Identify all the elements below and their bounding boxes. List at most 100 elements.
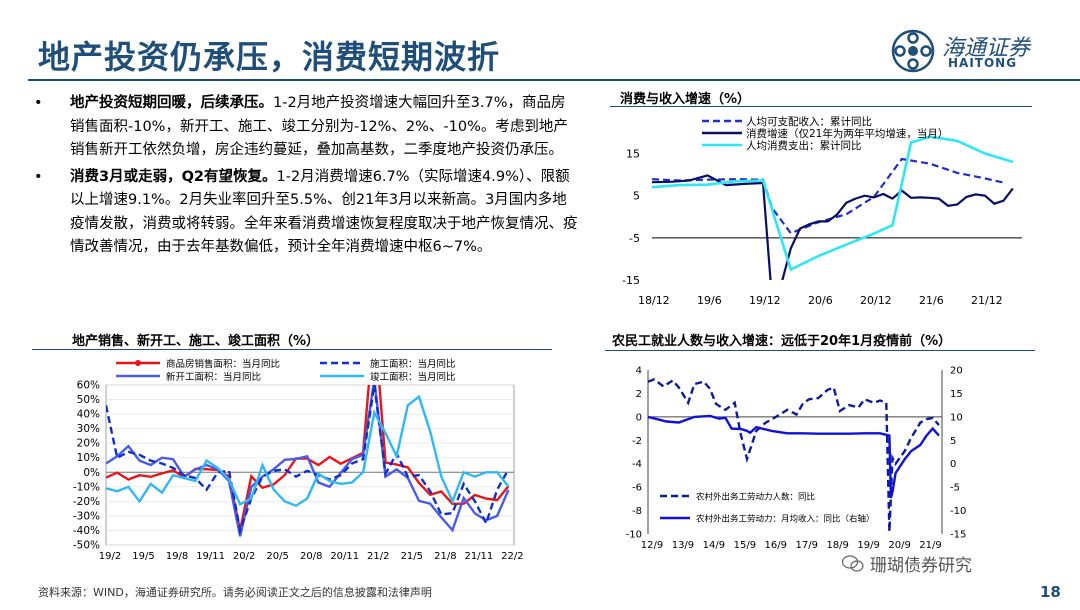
consumption-chart: 15 5 -5 -15 18/12 19/6 19/12 20/6 20/12 21/6 21/12… bbox=[622, 115, 1022, 307]
x-tick-label: 20/2 bbox=[233, 551, 255, 562]
legend-marker bbox=[135, 360, 141, 366]
x-tick-label: 18/12 bbox=[638, 294, 670, 307]
x-tick-label: 22/2 bbox=[501, 551, 523, 562]
bullet-dot-icon: • bbox=[34, 168, 43, 185]
x-tick-label: 20/5 bbox=[266, 551, 288, 562]
series-line bbox=[106, 385, 510, 536]
y-tick-label: 40% bbox=[77, 409, 100, 421]
x-tick-label: 21/5 bbox=[401, 551, 423, 562]
y-left-tick-label: -6 bbox=[632, 483, 642, 494]
x-tick-label: 19/2 bbox=[99, 551, 121, 562]
y-left-tick-label: -10 bbox=[626, 530, 642, 541]
y-tick-label: -30% bbox=[73, 510, 100, 522]
y-right-tick-label: 5 bbox=[950, 436, 956, 447]
legend-label: 农村外出务工劳动力：月均收入：同比（右轴） bbox=[696, 514, 875, 525]
x-tick-label: 21/8 bbox=[434, 551, 456, 562]
watermark: 珊瑚债券研究 bbox=[842, 551, 972, 576]
chart-title-property: 地产销售、新开工、施工、竣工面积（%） bbox=[72, 334, 320, 349]
legend-label: 新开工面积：当月同比 bbox=[166, 371, 261, 383]
x-tick-label: 19/5 bbox=[132, 551, 154, 562]
x-tick-label: 20/8 bbox=[300, 551, 322, 562]
y-right-tick-label: 0 bbox=[950, 459, 956, 470]
bullet-dot-icon: • bbox=[34, 95, 43, 111]
y-right-tick-label: -15 bbox=[950, 530, 966, 541]
x-tick-label: 19/12 bbox=[749, 294, 781, 307]
y-tick-label: 10% bbox=[77, 452, 100, 464]
chart-title-migrant: 农民工就业人数与收入增速：远低于20年1月疫情前（%） bbox=[612, 334, 952, 349]
x-tick-label: 21/6 bbox=[919, 294, 944, 307]
legend-label: 商品房销售面积：当月同比 bbox=[166, 358, 280, 370]
x-tick-label: 14/9 bbox=[703, 540, 725, 551]
y-tick-label: 30% bbox=[77, 423, 100, 435]
series-line bbox=[106, 385, 510, 537]
y-left-tick-label: 4 bbox=[636, 366, 642, 377]
y-tick-label: 15 bbox=[626, 148, 640, 161]
page-title: 地产投资仍承压，消费短期波折 bbox=[38, 38, 501, 76]
y-left-tick-label: -2 bbox=[632, 436, 642, 447]
y-tick-label: 20% bbox=[77, 438, 100, 450]
haitong-logo-icon bbox=[891, 29, 935, 73]
x-tick-label: 21/12 bbox=[971, 294, 1003, 307]
x-tick-label: 19/9 bbox=[857, 540, 879, 551]
y-right-tick-label: -5 bbox=[950, 483, 960, 494]
y-left-tick-label: -4 bbox=[632, 459, 642, 470]
y-left-tick-label: 0 bbox=[636, 412, 642, 423]
x-tick-label: 21/2 bbox=[367, 551, 389, 562]
y-tick-label: -10% bbox=[73, 481, 100, 493]
x-tick-label: 19/6 bbox=[697, 294, 722, 307]
x-tick-label: 19/11 bbox=[196, 551, 225, 562]
bullet-item: • 消费3月或走弱，Q2有望恢复。1-2月消费增速6.7%（实际增速4.9%）、… bbox=[30, 166, 580, 260]
x-tick-label: 12/9 bbox=[641, 540, 663, 551]
chart-divider bbox=[610, 106, 1032, 107]
bullet-body: 1-2月地产投资增速大幅回升至3.7%，商品房销售面积-10%，新开工、施工、竣… bbox=[70, 95, 568, 158]
bullet-body: 1-2月消费增速6.7%（实际增速4.9%）、限额以上增速9.1%。2月失业率回… bbox=[70, 168, 578, 256]
x-tick-label: 17/9 bbox=[796, 540, 818, 551]
y-right-tick-label: 15 bbox=[950, 389, 963, 400]
y-left-tick-label: 2 bbox=[636, 389, 642, 400]
series-line bbox=[647, 414, 940, 499]
title-divider bbox=[28, 79, 1080, 81]
footer-source: 资料来源：WIND，海通证券研究所。请务必阅读正文之后的信息披露和法律声明 bbox=[38, 586, 432, 599]
x-tick-label: 18/9 bbox=[826, 540, 848, 551]
y-tick-label: -20% bbox=[73, 496, 100, 508]
legend-label: 消费增速（仅21年为两年平均增速，当月） bbox=[746, 127, 948, 140]
x-tick-label: 16/9 bbox=[765, 540, 787, 551]
chart-divider bbox=[605, 350, 1035, 351]
x-tick-label: 21/9 bbox=[919, 540, 941, 551]
x-tick-label: 20/12 bbox=[860, 294, 892, 307]
y-tick-label: -40% bbox=[73, 525, 100, 537]
x-tick-label: 13/9 bbox=[672, 540, 694, 551]
logo: 海通证券 HAITONG bbox=[890, 28, 1060, 74]
chart-title-consumption: 消费与收入增速（%） bbox=[620, 92, 751, 107]
y-tick-label: -15 bbox=[622, 274, 640, 287]
y-right-tick-label: 10 bbox=[950, 412, 963, 423]
logo-cn: 海通证券 bbox=[942, 36, 1031, 61]
logo-en: HAITONG bbox=[948, 56, 1018, 70]
series-line bbox=[647, 378, 940, 532]
x-tick-label: 20/9 bbox=[888, 540, 910, 551]
y-left-tick-label: -8 bbox=[632, 506, 642, 517]
legend-label: 农村外出务工劳动力人数：同比 bbox=[696, 492, 815, 503]
y-tick-label: 60% bbox=[77, 380, 100, 392]
x-tick-label: 15/9 bbox=[734, 540, 756, 551]
y-right-tick-label: -10 bbox=[950, 506, 966, 517]
legend-label: 竣工面积：当月同比 bbox=[370, 371, 456, 383]
bullet-heading: 消费3月或走弱，Q2有望恢复。 bbox=[70, 168, 277, 185]
y-tick-label: 5 bbox=[633, 190, 640, 203]
page-number: 18 bbox=[1040, 583, 1061, 601]
series-line bbox=[652, 135, 1014, 272]
bullet-item: • 地产投资短期回暖，后续承压。1-2月地产投资增速大幅回升至3.7%，商品房销… bbox=[30, 92, 580, 163]
legend-label: 人均可支配收入：累计同比 bbox=[746, 115, 872, 128]
series-line bbox=[652, 174, 1014, 280]
bullet-heading: 地产投资短期回暖，后续承压。 bbox=[70, 95, 273, 111]
y-right-tick-label: 20 bbox=[950, 366, 963, 377]
watermark-text: 珊瑚债券研究 bbox=[870, 556, 972, 576]
x-tick-label: 19/8 bbox=[166, 551, 188, 562]
bullet-list: • 地产投资短期回暖，后续承压。1-2月地产投资增速大幅回升至3.7%，商品房销… bbox=[30, 92, 580, 263]
wechat-icon bbox=[842, 554, 864, 572]
property-chart: 60% 50% 40% 30% 20% 10% 0% -10% -20% -30% -40% -50%… bbox=[73, 358, 524, 562]
legend-label: 人均消费支出：累计同比 bbox=[746, 139, 862, 152]
y-tick-label: -50% bbox=[73, 540, 100, 552]
y-tick-label: 0% bbox=[83, 467, 100, 479]
